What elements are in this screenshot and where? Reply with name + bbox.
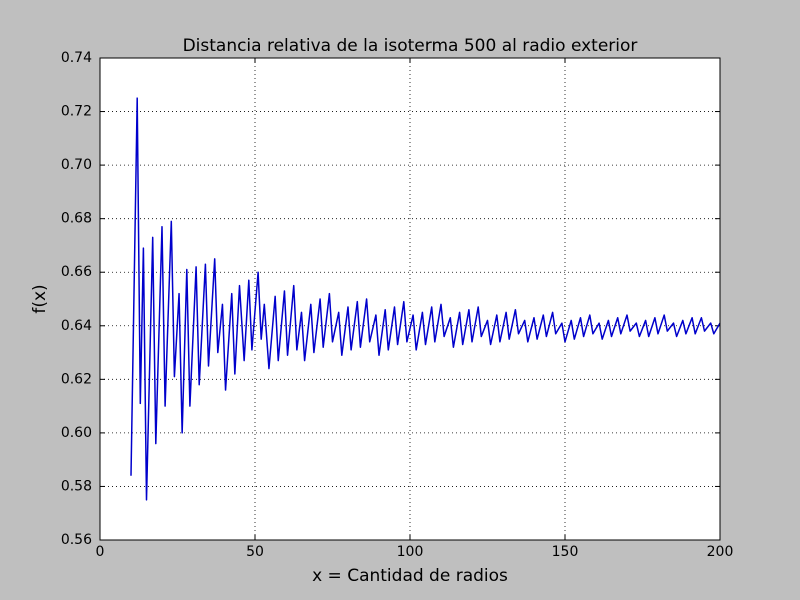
y-tick-label: 0.68 bbox=[61, 211, 92, 227]
y-tick-label: 0.72 bbox=[61, 104, 92, 120]
x-tick-label: 200 bbox=[707, 544, 734, 560]
y-tick-label: 0.66 bbox=[61, 264, 92, 280]
y-tick-label: 0.62 bbox=[61, 371, 92, 387]
y-tick-label: 0.74 bbox=[61, 50, 92, 66]
y-tick-label: 0.70 bbox=[61, 157, 92, 173]
y-tick-label: 0.64 bbox=[61, 318, 92, 334]
x-axis-label: x = Cantidad de radios bbox=[312, 566, 508, 586]
y-axis-label: f(x) bbox=[30, 284, 50, 313]
y-tick-label: 0.56 bbox=[61, 532, 92, 548]
y-tick-label: 0.60 bbox=[61, 425, 92, 441]
x-tick-label: 150 bbox=[552, 544, 579, 560]
chart-title: Distancia relativa de la isoterma 500 al… bbox=[183, 36, 638, 56]
y-tick-label: 0.58 bbox=[61, 478, 92, 494]
x-tick-label: 100 bbox=[397, 544, 424, 560]
x-tick-label: 0 bbox=[96, 544, 105, 560]
x-tick-label: 50 bbox=[246, 544, 264, 560]
data-line bbox=[130, 97, 721, 501]
plot-frame bbox=[99, 57, 721, 541]
